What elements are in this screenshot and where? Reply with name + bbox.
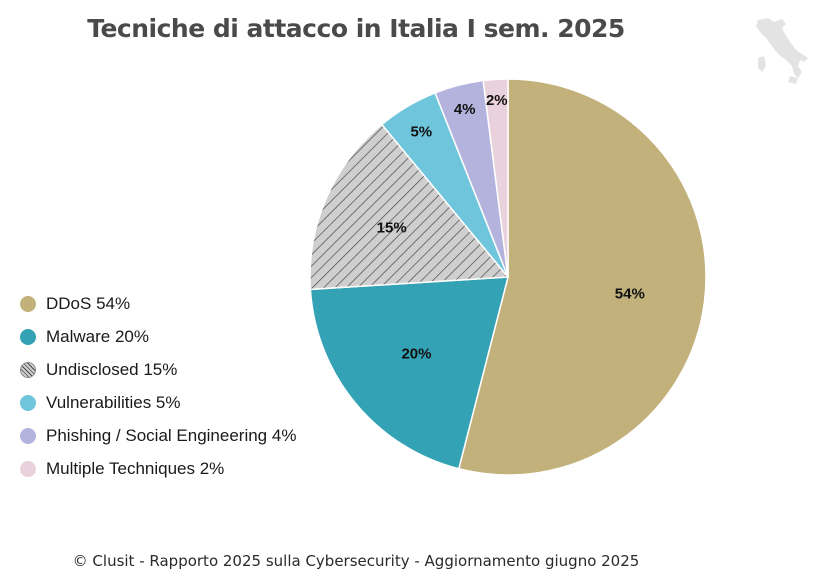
slice-data-label: 2% <box>486 92 508 109</box>
slice-data-label: 4% <box>454 101 476 118</box>
legend-label: Vulnerabilities 5% <box>46 392 181 412</box>
slice-data-label: 54% <box>615 285 645 302</box>
footer-credit: © Clusit - Rapporto 2025 sulla Cybersecu… <box>72 552 640 570</box>
legend-item: Undisclosed 15% <box>20 353 296 386</box>
legend-item: Vulnerabilities 5% <box>20 386 296 419</box>
slice-data-label: 15% <box>377 220 407 237</box>
legend-item: DDoS 54% <box>20 287 296 320</box>
legend-item: Multiple Techniques 2% <box>20 452 296 485</box>
slice-data-label: 5% <box>410 123 432 140</box>
legend-item: Phishing / Social Engineering 4% <box>20 419 296 452</box>
legend-swatch <box>20 427 36 444</box>
legend-swatch <box>20 361 36 378</box>
pie-slice-malware <box>309 276 509 470</box>
pie-slice-multiple-techniques <box>482 78 509 278</box>
legend-swatch <box>20 295 36 312</box>
pie-slice-undisclosed <box>309 123 510 291</box>
chart-title: Tecniche di attacco in Italia I sem. 202… <box>87 14 625 43</box>
legend-swatch <box>20 394 36 411</box>
legend-label: DDoS 54% <box>46 293 131 313</box>
pie-slice-ddos <box>457 78 707 476</box>
legend-label: Multiple Techniques 2% <box>46 458 225 478</box>
legend-swatch <box>20 460 36 477</box>
legend-item: Malware 20% <box>20 320 296 353</box>
legend-label: Malware 20% <box>46 326 149 346</box>
italy-map-icon <box>756 18 808 84</box>
legend-swatch <box>20 328 36 345</box>
slice-data-label: 20% <box>401 346 431 363</box>
legend-label: Phishing / Social Engineering 4% <box>46 425 297 445</box>
legend: DDoS 54% Malware 20% Undisclosed 15% Vulner… <box>20 287 296 485</box>
legend-label: Undisclosed 15% <box>46 359 178 379</box>
